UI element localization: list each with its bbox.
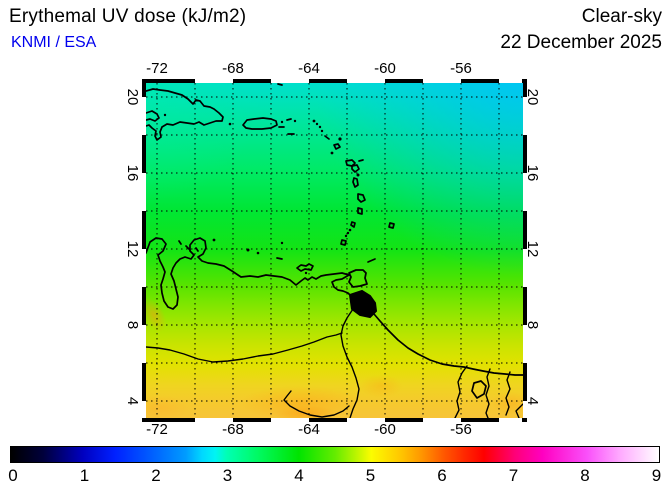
coastlines-svg bbox=[146, 83, 523, 418]
map-frame-top bbox=[142, 79, 527, 83]
map-frame-right bbox=[523, 79, 527, 422]
colorbar-tick-label: 0 bbox=[8, 466, 18, 485]
lake-contour-guyana bbox=[471, 380, 487, 399]
lat-tick-label-left: 8 bbox=[124, 320, 141, 330]
colorbar-tick-label: 6 bbox=[437, 466, 447, 485]
lon-tick-label-bottom: -68 bbox=[222, 421, 244, 438]
coastline-virgin-islands bbox=[277, 83, 295, 135]
lat-tick-label-left: 16 bbox=[124, 164, 141, 182]
colorbar-tick-label: 5 bbox=[365, 466, 376, 485]
colorbar-tick-label: 9 bbox=[651, 466, 662, 485]
colorbar-tick-label: 2 bbox=[151, 466, 161, 485]
colorbar-tick-label: 1 bbox=[79, 466, 90, 485]
map-frame-left bbox=[142, 79, 146, 422]
coastline-puerto-rico bbox=[242, 117, 278, 130]
page-title: Erythemal UV dose (kJ/m2) bbox=[9, 6, 247, 27]
river-essequibo bbox=[454, 365, 468, 418]
lat-tick-label-left: 12 bbox=[124, 240, 141, 258]
coastline-tobago bbox=[367, 258, 376, 263]
colorbar-tick-label: 3 bbox=[222, 466, 233, 485]
lat-tick-label-right: 12 bbox=[524, 240, 541, 258]
organisation-credit: KNMI / ESA bbox=[11, 34, 97, 51]
uv-hotspot bbox=[146, 390, 200, 418]
lat-tick-label-right: 8 bbox=[524, 320, 541, 330]
uv-hotspot bbox=[351, 370, 411, 402]
coastline-martinique bbox=[357, 193, 366, 203]
coastline-leeward-islands bbox=[324, 135, 364, 162]
coastline-guadeloupe bbox=[345, 159, 360, 173]
river-corner bbox=[515, 403, 523, 418]
coastline-st-lucia bbox=[357, 207, 363, 215]
coastline-abc-islands bbox=[178, 240, 283, 260]
colorbar bbox=[10, 446, 660, 463]
coastline-haiti-south bbox=[146, 110, 160, 122]
lon-tick-label-top: -64 bbox=[298, 60, 320, 77]
lat-tick-label-left: 4 bbox=[124, 396, 141, 406]
coastline-south-america-north bbox=[146, 237, 350, 310]
uv-field-ne-cyan-tint bbox=[146, 83, 523, 418]
colorbar-tick-label: 7 bbox=[508, 466, 519, 485]
river-courantyne bbox=[505, 371, 511, 416]
map-frame-bottom bbox=[142, 418, 527, 422]
coastline-dominica bbox=[352, 177, 359, 188]
small-islands bbox=[163, 113, 360, 275]
coastline-guiana-coast bbox=[373, 313, 523, 376]
uv-hotspot bbox=[261, 402, 351, 418]
lat-tick-label-left: 20 bbox=[124, 88, 141, 106]
river-meta bbox=[146, 332, 343, 363]
coastline-hispaniola bbox=[146, 88, 224, 141]
coastline-st-vincent-grenadines bbox=[350, 221, 356, 228]
river-orinoco bbox=[340, 308, 360, 418]
sky-condition-label: Clear-sky bbox=[581, 6, 662, 27]
lon-tick-label-bottom: -56 bbox=[450, 421, 472, 438]
lat-tick-label-right: 4 bbox=[524, 396, 541, 406]
coastline-trinidad bbox=[348, 269, 368, 288]
lon-tick-label-bottom: -72 bbox=[146, 421, 168, 438]
coastline-margarita bbox=[296, 263, 314, 272]
colorbar-tick-label: 8 bbox=[580, 466, 590, 485]
coastline-grenada bbox=[340, 239, 347, 246]
lon-tick-label-top: -56 bbox=[450, 60, 472, 77]
lat-tick-label-right: 16 bbox=[524, 164, 541, 182]
date-label: 22 December 2025 bbox=[500, 32, 662, 53]
lon-tick-label-top: -72 bbox=[146, 60, 168, 77]
coastline-barbados bbox=[388, 222, 395, 229]
lat-tick-label-right: 20 bbox=[524, 88, 541, 106]
uv-field-nw-green-tint bbox=[146, 83, 523, 418]
river-berbice bbox=[485, 368, 491, 418]
lon-tick-label-bottom: -64 bbox=[298, 421, 320, 438]
map-plot bbox=[146, 83, 523, 418]
lon-tick-label-bottom: -60 bbox=[374, 421, 396, 438]
orinoco-delta bbox=[348, 289, 378, 319]
river-negro bbox=[283, 390, 350, 418]
coastline-paria-gulf bbox=[331, 274, 353, 298]
lon-tick-label-top: -68 bbox=[222, 60, 244, 77]
lon-tick-label-top: -60 bbox=[374, 60, 396, 77]
uv-hotspot-layer bbox=[146, 83, 523, 418]
colorbar-tick-label: 4 bbox=[294, 466, 304, 485]
